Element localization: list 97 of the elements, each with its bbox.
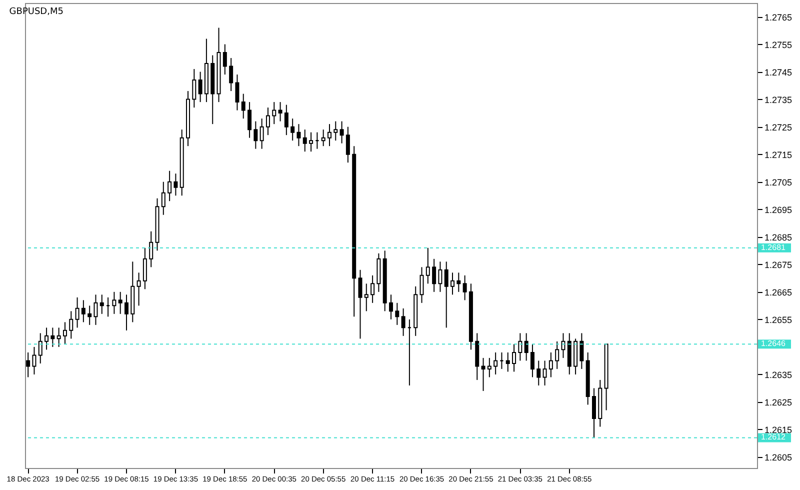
y-tick-label: 1.2605 bbox=[764, 452, 792, 462]
candlestick bbox=[100, 294, 104, 314]
candlestick bbox=[88, 305, 92, 326]
candlestick bbox=[592, 388, 596, 438]
y-tick-label: 1.2755 bbox=[764, 40, 792, 50]
y-tick-label: 1.2695 bbox=[764, 204, 792, 215]
candlestick bbox=[222, 44, 227, 76]
candlestick bbox=[580, 332, 584, 370]
candlestick bbox=[327, 124, 332, 147]
chart-title: GBPUSD,M5 bbox=[9, 7, 64, 17]
candlestick bbox=[389, 294, 393, 320]
candlestick bbox=[284, 104, 288, 136]
candlestick bbox=[112, 291, 116, 314]
candlestick bbox=[407, 318, 412, 386]
candlestick bbox=[94, 294, 98, 326]
candlestick bbox=[50, 327, 55, 348]
candlestick bbox=[81, 300, 86, 323]
candlestick bbox=[395, 302, 400, 326]
candlestick bbox=[444, 261, 448, 328]
candlestick bbox=[420, 266, 424, 304]
candlestick bbox=[260, 118, 264, 150]
candlestick bbox=[56, 327, 61, 348]
candlestick bbox=[309, 132, 314, 152]
candlestick bbox=[38, 332, 42, 364]
candlestick bbox=[69, 310, 74, 340]
candlestick bbox=[278, 102, 282, 122]
candlestick bbox=[124, 294, 128, 331]
candlestick bbox=[512, 344, 516, 372]
candlestick bbox=[555, 340, 560, 370]
y-tick-label: 1.2675 bbox=[764, 260, 792, 270]
y-tick-label: 1.2765 bbox=[764, 12, 792, 22]
candlestick bbox=[241, 93, 246, 120]
candlestick bbox=[494, 352, 498, 375]
ref-line-label: 1.2646 bbox=[761, 339, 786, 348]
candlestick bbox=[450, 272, 455, 296]
candlestick bbox=[161, 181, 166, 216]
y-tick-label: 1.2615 bbox=[764, 424, 792, 435]
candlestick bbox=[235, 74, 240, 111]
candlestick bbox=[62, 322, 67, 345]
candlestick bbox=[168, 170, 172, 202]
candlestick bbox=[487, 357, 492, 378]
y-tick-label: 1.2735 bbox=[764, 94, 792, 105]
candlestick bbox=[370, 274, 375, 304]
candlestick bbox=[44, 327, 49, 350]
y-tick-label: 1.2745 bbox=[764, 67, 792, 78]
candlestick bbox=[272, 102, 276, 125]
candlestick bbox=[438, 261, 442, 292]
candlestick bbox=[136, 272, 141, 306]
candlestick bbox=[142, 247, 147, 290]
candlestick bbox=[32, 346, 36, 375]
candlestick bbox=[229, 58, 234, 92]
candlestick bbox=[198, 71, 202, 103]
candlestick bbox=[248, 102, 252, 138]
candlestick bbox=[106, 296, 110, 318]
candlestick bbox=[462, 274, 467, 301]
candlestick bbox=[346, 126, 350, 164]
candlestick bbox=[426, 247, 430, 284]
candlestick bbox=[302, 129, 307, 152]
candlestick bbox=[536, 360, 541, 386]
candlestick bbox=[334, 120, 338, 142]
candlestick bbox=[296, 124, 301, 147]
y-tick-label: 1.2705 bbox=[764, 177, 792, 188]
candlestick bbox=[266, 107, 270, 136]
candlestick bbox=[481, 357, 486, 392]
candlestick bbox=[524, 332, 528, 362]
candlestick bbox=[340, 120, 344, 144]
candlestick bbox=[530, 344, 534, 378]
candlestick bbox=[149, 230, 154, 268]
y-tick-label: 1.2685 bbox=[764, 232, 792, 242]
y-tick-label: 1.2715 bbox=[764, 150, 792, 160]
candlestick bbox=[26, 352, 30, 378]
candlestick bbox=[561, 332, 566, 358]
candlestick bbox=[358, 269, 362, 340]
candlestick bbox=[254, 120, 258, 150]
candlestick bbox=[192, 68, 196, 108]
candlestick bbox=[456, 272, 461, 292]
y-tick-label: 1.2655 bbox=[764, 314, 792, 325]
y-tick-label: 1.2625 bbox=[764, 397, 792, 408]
candlestick bbox=[548, 352, 553, 378]
candlestick bbox=[174, 173, 178, 196]
candlestick bbox=[290, 118, 295, 142]
y-tick-label: 1.2665 bbox=[764, 287, 792, 298]
candlestick bbox=[118, 291, 122, 314]
candlestick bbox=[75, 296, 80, 328]
candlestick bbox=[500, 352, 504, 370]
candlestick bbox=[364, 283, 368, 312]
ref-line-label: 1.2681 bbox=[761, 242, 786, 252]
y-tick-label: 1.2635 bbox=[764, 370, 792, 380]
ref-line-label: 1.2612 bbox=[761, 432, 786, 442]
candlestick bbox=[518, 332, 522, 362]
candlestick bbox=[321, 129, 326, 147]
y-tick-label: 1.2725 bbox=[764, 122, 792, 132]
candlestick bbox=[315, 132, 320, 150]
candlestick bbox=[506, 352, 510, 372]
candlestick bbox=[432, 258, 436, 292]
candlestick bbox=[542, 360, 547, 386]
candlestick bbox=[401, 308, 406, 336]
